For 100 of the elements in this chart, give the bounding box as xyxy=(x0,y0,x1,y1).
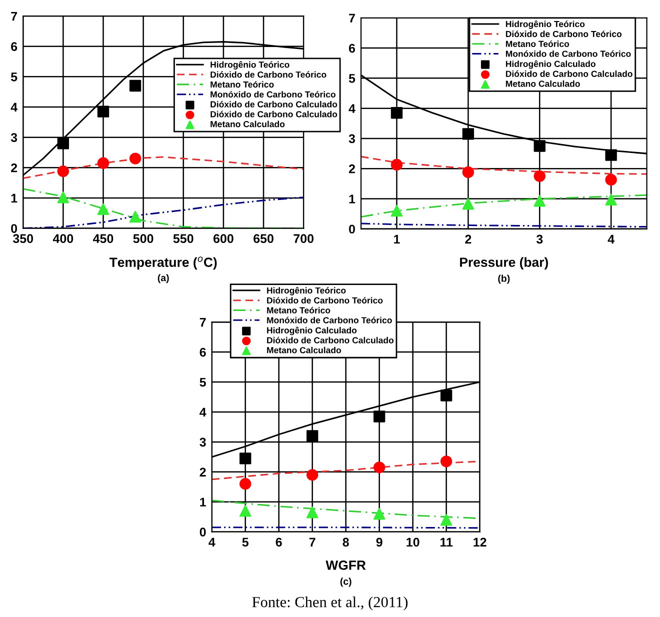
x-axis-title: WGFR xyxy=(326,560,366,570)
legend-label: Hidrogênio Calculado xyxy=(267,326,357,336)
y-tick-label: 5 xyxy=(10,72,18,82)
x-tick-label: 12 xyxy=(474,538,486,546)
point xyxy=(390,107,403,119)
x-tick-label: 2 xyxy=(465,234,472,244)
x-tick-label: 700 xyxy=(294,234,314,244)
x-tick-label: 5 xyxy=(242,538,248,547)
x-tick-label: 6 xyxy=(276,538,282,547)
point xyxy=(373,462,386,474)
point xyxy=(306,469,318,481)
point xyxy=(462,198,474,210)
y-tick-label: 4 xyxy=(200,408,206,417)
legend-label: Monóxido de Carbono Teórico xyxy=(210,90,336,98)
legend-label: Metano Teórico xyxy=(506,40,570,47)
point xyxy=(440,390,452,402)
legend-label: Metano Calculado xyxy=(210,120,285,128)
legend-label: Hidrogênio Calculado xyxy=(506,60,596,69)
point xyxy=(57,138,70,150)
legend-label: Dióxido de Carbono Calculado xyxy=(267,336,394,344)
y-tick-label: 5 xyxy=(348,74,356,83)
y-tick-label: 7 xyxy=(200,318,206,327)
y-tick-label: 3 xyxy=(348,134,356,144)
legend-label: Hidrogênio Teórico xyxy=(267,286,346,296)
point xyxy=(129,152,142,164)
y-tick-label: 1 xyxy=(349,194,356,204)
legend-label: Monóxido de Carbono Teórico xyxy=(267,316,392,324)
line-series xyxy=(361,194,647,218)
y-tick-label: 6 xyxy=(11,42,18,52)
legend-label: Dióxido de Carbono Calculado xyxy=(210,100,338,108)
legend-label: Hidrogênio Teórico xyxy=(506,20,585,29)
point xyxy=(373,508,386,520)
y-tick-label: 0 xyxy=(11,224,18,233)
legend-label: Metano Calculado xyxy=(267,346,342,354)
y-tick-label: 5 xyxy=(200,378,206,387)
point xyxy=(57,165,70,178)
y-tick-label: 6 xyxy=(348,44,356,53)
point xyxy=(129,210,142,223)
point xyxy=(306,430,318,442)
x-tick-label: 4 xyxy=(208,538,216,546)
point xyxy=(97,203,110,216)
legend-label: Hidrogênio Teórico xyxy=(210,61,290,70)
text: (c) xyxy=(340,578,352,587)
legend-label: Dióxido de Carbono Calculado xyxy=(506,70,632,77)
y-tick-label: 2 xyxy=(11,163,18,172)
legend-label: Dióxido de Carbono Calculado xyxy=(210,110,338,118)
x-tick-label: 600 xyxy=(213,234,234,244)
y-tick-label: 1 xyxy=(200,498,206,506)
y-tick-label: 3 xyxy=(10,133,18,142)
x-tick-label: 10 xyxy=(406,538,420,547)
legend-label: Dióxido de Carbono Teórico xyxy=(210,71,326,78)
text: (a) xyxy=(158,274,169,284)
x-tick-label: 4 xyxy=(608,234,614,244)
point xyxy=(306,506,318,518)
text: (b) xyxy=(498,274,510,284)
point xyxy=(240,452,252,464)
point xyxy=(390,204,403,217)
y-tick-label: 3 xyxy=(200,438,206,447)
point xyxy=(605,174,617,186)
point xyxy=(605,149,617,161)
point xyxy=(240,505,252,517)
point xyxy=(440,514,452,526)
y-tick-label: 4 xyxy=(10,102,18,112)
point xyxy=(97,157,110,169)
point xyxy=(462,166,474,178)
x-tick-label: 3 xyxy=(536,234,543,244)
x-axis-title: Temperature ($^{o}$C) xyxy=(109,256,217,270)
x-tick-label: 7 xyxy=(309,538,316,546)
legend-label: Metano Teórico xyxy=(267,306,330,314)
y-tick-label: 6 xyxy=(200,348,206,357)
y-tick-label: 7 xyxy=(349,14,355,22)
y-tick-label: 0 xyxy=(200,528,206,537)
point xyxy=(534,170,546,182)
point xyxy=(129,80,142,92)
point xyxy=(57,192,70,204)
legend-label: Metano Calculado xyxy=(506,80,580,87)
x-tick-label: 9 xyxy=(376,538,382,547)
point xyxy=(390,158,403,171)
x-tick-label: 350 xyxy=(12,234,34,244)
legend-label: Dióxido de Carbono Teórico xyxy=(267,297,383,304)
x-tick-label: 550 xyxy=(173,234,194,244)
x-axis-title: Pressure (bar) xyxy=(460,257,548,270)
x-tick-label: 500 xyxy=(133,234,154,244)
point xyxy=(534,140,546,152)
point xyxy=(440,456,452,468)
x-tick-label: 450 xyxy=(93,234,114,244)
line-series xyxy=(23,156,304,180)
point xyxy=(605,194,617,206)
legend-label: Monóxido de Carbono Teórico xyxy=(506,50,631,57)
x-tick-label: 8 xyxy=(342,538,349,547)
point xyxy=(373,410,386,422)
y-tick-label: 0 xyxy=(349,224,355,234)
x-tick-label: 650 xyxy=(254,234,274,244)
source-note: Fonte: Chen et al., (2011) xyxy=(252,596,408,610)
y-tick-label: 1 xyxy=(11,194,18,202)
x-tick-label: 400 xyxy=(52,234,74,244)
point xyxy=(462,128,474,140)
point xyxy=(534,195,546,207)
y-tick-label: 4 xyxy=(348,104,356,113)
point xyxy=(240,478,252,490)
